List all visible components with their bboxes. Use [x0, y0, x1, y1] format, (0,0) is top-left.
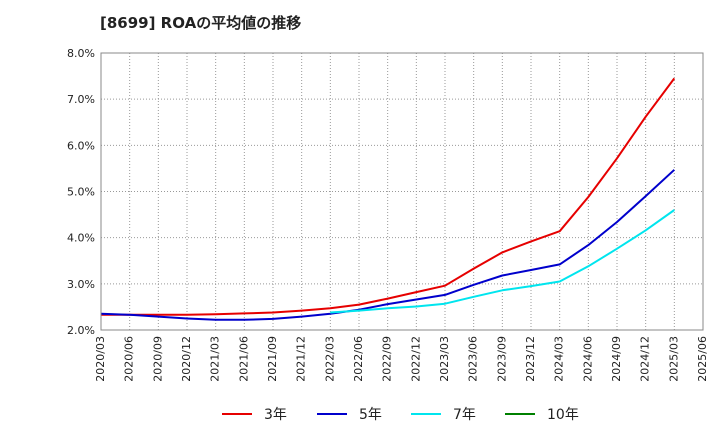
y-tick-label: 7.0% — [67, 93, 95, 106]
x-tick-label: 2023/06 — [467, 336, 480, 382]
x-tick-label: 2021/06 — [237, 336, 250, 382]
x-axis-ticks: 2020/03 2020/06 2020/09 2020/12 2021/03 2021/… — [94, 336, 709, 382]
grid-lines — [101, 52, 703, 331]
x-tick-label: 2021/09 — [266, 336, 279, 382]
series-lines — [100, 77, 676, 321]
y-tick-label: 4.0% — [67, 232, 95, 245]
x-tick-label: 2022/03 — [323, 336, 336, 382]
legend-label-2: 7年 — [453, 407, 476, 423]
x-tick-label: 2022/12 — [409, 336, 422, 382]
y-axis-ticks: 2.0% 3.0% 4.0% 5.0% 6.0% 7.0% 8.0% — [67, 47, 95, 337]
y-tick-label: 8.0% — [67, 47, 95, 60]
series-line-2 — [330, 209, 675, 314]
legend: 3年 5年 7年 10年 — [222, 407, 579, 423]
x-tick-label: 2024/12 — [639, 336, 652, 382]
x-tick-label: 2024/09 — [610, 336, 623, 382]
plot-frame — [100, 52, 704, 331]
y-tick-label: 6.0% — [67, 139, 95, 152]
x-tick-label: 2025/06 — [696, 336, 709, 382]
x-tick-label: 2020/06 — [123, 336, 136, 382]
x-tick-label: 2021/03 — [209, 336, 222, 382]
x-tick-label: 2020/12 — [180, 336, 193, 382]
legend-label-1: 5年 — [359, 407, 382, 423]
chart-title: [8699] ROAの平均値の推移 — [100, 14, 302, 32]
x-tick-label: 2021/12 — [295, 336, 308, 382]
x-tick-label: 2024/06 — [581, 336, 594, 382]
x-tick-label: 2020/09 — [151, 336, 164, 382]
y-tick-label: 2.0% — [67, 324, 95, 337]
x-tick-label: 2020/03 — [94, 336, 107, 382]
legend-label-0: 3年 — [264, 407, 287, 423]
x-tick-label: 2022/09 — [381, 336, 394, 382]
x-tick-label: 2025/03 — [667, 336, 680, 382]
x-tick-label: 2023/03 — [438, 336, 451, 382]
x-tick-label: 2024/03 — [553, 336, 566, 382]
series-line-0 — [101, 77, 676, 316]
x-tick-label: 2023/12 — [524, 336, 537, 382]
x-tick-label: 2023/09 — [495, 336, 508, 382]
series-line-1 — [100, 169, 675, 321]
legend-label-3: 10年 — [547, 407, 579, 423]
y-tick-label: 3.0% — [67, 278, 95, 291]
y-tick-label: 5.0% — [67, 186, 95, 199]
x-tick-label: 2022/06 — [352, 336, 365, 382]
